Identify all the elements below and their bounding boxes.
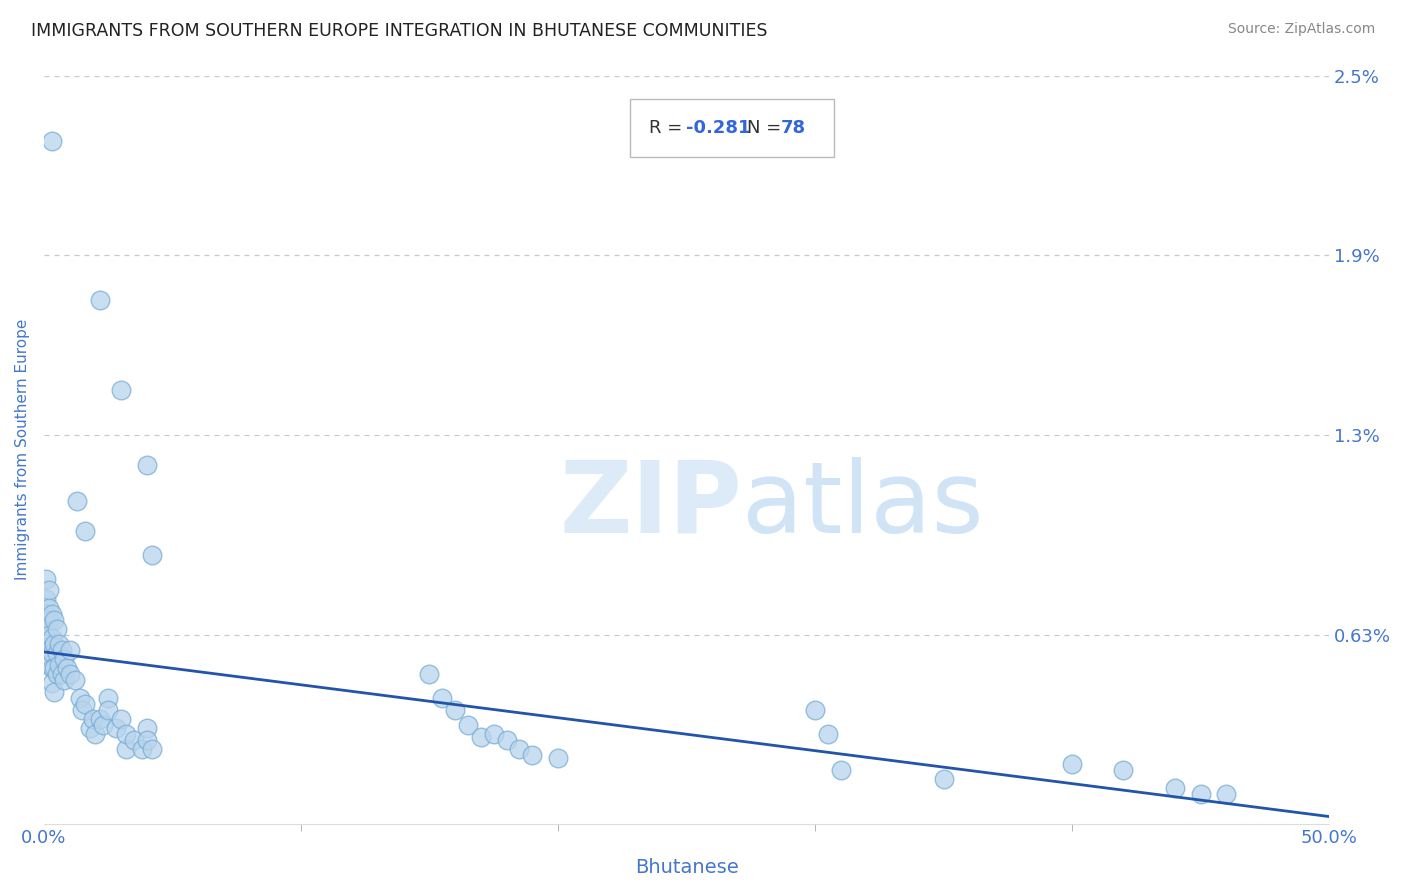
Point [38, 628, 60, 642]
Point [1062, 757, 1084, 772]
Point [830, 763, 852, 777]
Point [91, 718, 114, 732]
Point [35, 623, 58, 637]
Point [38, 614, 60, 628]
Point [495, 733, 517, 747]
Point [432, 691, 454, 706]
Point [1164, 781, 1187, 796]
Point [104, 721, 127, 735]
Text: -0.281: -0.281 [686, 119, 751, 136]
Point [53, 673, 76, 688]
Point [38, 643, 60, 657]
Point [135, 458, 157, 472]
Point [45, 667, 67, 681]
Text: 78: 78 [780, 119, 806, 136]
Point [58, 667, 80, 681]
Point [38, 583, 60, 598]
Point [1189, 787, 1212, 801]
Point [63, 673, 86, 688]
Point [82, 712, 104, 726]
Point [35, 637, 58, 651]
Point [508, 742, 530, 756]
Point [44, 685, 66, 699]
Point [135, 721, 157, 735]
Point [41, 676, 63, 690]
Point [56, 661, 79, 675]
Point [418, 667, 440, 681]
Point [73, 698, 96, 712]
Point [44, 661, 66, 675]
Point [115, 727, 138, 741]
Point [1215, 787, 1237, 801]
Y-axis label: Immigrants from Southern Europe: Immigrants from Southern Europe [15, 319, 30, 581]
Point [470, 730, 492, 744]
Point [110, 712, 132, 726]
Text: ZIP: ZIP [560, 457, 742, 554]
Text: R =: R = [648, 119, 688, 136]
Point [457, 718, 479, 732]
Point [44, 614, 66, 628]
Point [41, 632, 63, 646]
Point [73, 524, 96, 538]
Point [38, 658, 60, 673]
Point [547, 751, 569, 765]
Text: IMMIGRANTS FROM SOUTHERN EUROPE INTEGRATION IN BHUTANESE COMMUNITIES: IMMIGRANTS FROM SOUTHERN EUROPE INTEGRAT… [31, 22, 768, 40]
Point [72, 703, 94, 717]
Point [444, 703, 467, 717]
Point [35, 572, 58, 586]
Point [97, 691, 120, 706]
Point [41, 135, 63, 149]
Point [66, 493, 89, 508]
Point [38, 601, 60, 615]
Point [79, 721, 101, 735]
Text: atlas: atlas [742, 457, 984, 554]
Point [141, 548, 163, 562]
Point [522, 748, 544, 763]
Point [804, 703, 827, 717]
X-axis label: Bhutanese: Bhutanese [634, 858, 738, 877]
Point [41, 607, 63, 622]
Point [122, 733, 145, 747]
Point [97, 703, 120, 717]
Point [110, 383, 132, 397]
Point [115, 742, 138, 756]
Point [89, 293, 111, 307]
Point [69, 691, 91, 706]
Point [1112, 763, 1135, 777]
Point [135, 733, 157, 747]
Point [35, 592, 58, 607]
Point [41, 661, 63, 675]
Point [482, 727, 505, 741]
Point [45, 646, 67, 660]
Point [45, 623, 67, 637]
Point [48, 637, 70, 651]
Text: Source: ZipAtlas.com: Source: ZipAtlas.com [1227, 22, 1375, 37]
Text: N =: N = [747, 119, 787, 136]
Point [84, 727, 107, 741]
Point [44, 637, 66, 651]
Point [53, 652, 76, 666]
Point [89, 712, 111, 726]
Point [131, 742, 153, 756]
Point [41, 646, 63, 660]
Point [51, 643, 73, 657]
Point [141, 742, 163, 756]
Point [932, 772, 955, 786]
Point [58, 643, 80, 657]
Point [817, 727, 839, 741]
Point [51, 667, 73, 681]
Point [48, 658, 70, 673]
Point [35, 607, 58, 622]
